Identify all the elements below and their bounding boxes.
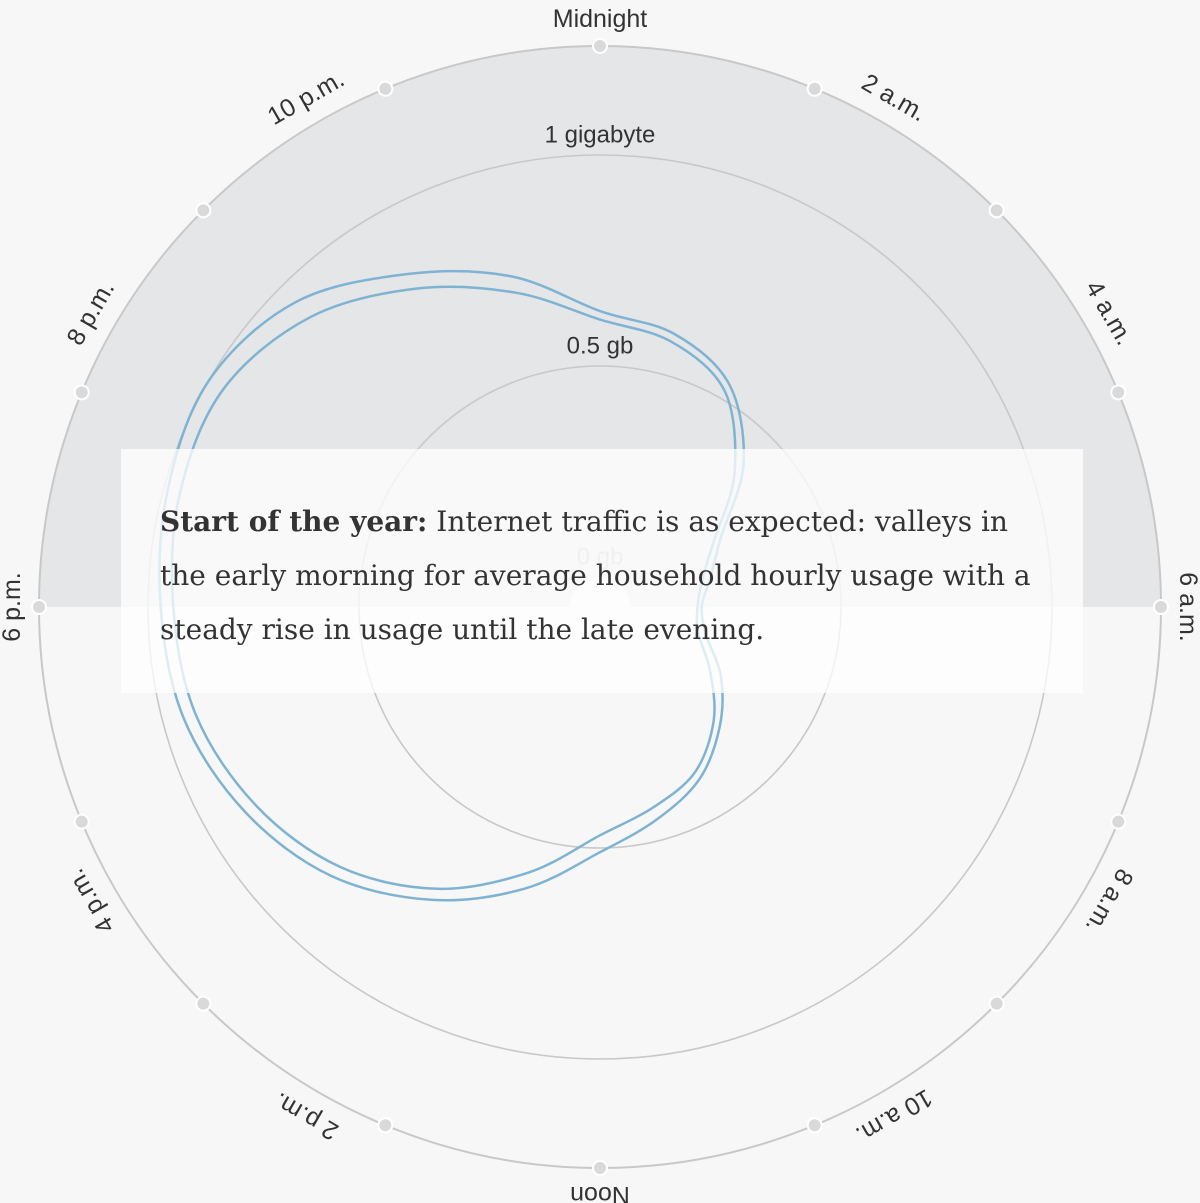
hour-label-2-p-m: 2 p.m.	[269, 1087, 343, 1146]
hour-dot	[377, 1117, 394, 1134]
hour-dot	[1110, 384, 1127, 401]
hour-dot	[377, 80, 394, 97]
hour-dot	[73, 813, 90, 830]
hour-dot	[592, 1160, 608, 1176]
annotation-bold: Start of the year:	[160, 505, 428, 538]
hour-dot	[1153, 599, 1169, 615]
hour-label-midnight: Midnight	[553, 5, 648, 33]
hour-dot	[988, 995, 1005, 1012]
hour-dot	[806, 80, 823, 97]
annotation-box: Start of the year: Internet traffic is a…	[121, 449, 1083, 693]
annotation-text: Internet traffic is as expected: valleys…	[160, 505, 1031, 646]
hour-dot	[73, 384, 90, 401]
hour-label-6-p-m: 6 p.m.	[0, 572, 26, 641]
radial-tick-label-0-5: 0.5 gb	[567, 333, 634, 360]
hour-dot	[806, 1117, 823, 1134]
hour-dot	[1110, 813, 1127, 830]
hour-label-10-a-m: 10 a.m.	[851, 1083, 937, 1149]
radial-tick-label-1: 1 gigabyte	[545, 122, 656, 149]
hour-dot	[195, 202, 212, 219]
hour-dot	[988, 202, 1005, 219]
hour-dot	[31, 599, 47, 615]
hour-label-8-a-m: 8 a.m.	[1080, 864, 1139, 938]
hour-dot	[195, 995, 212, 1012]
hour-label-4-p-m: 4 p.m.	[61, 864, 120, 938]
hour-label-noon: Noon	[570, 1181, 630, 1203]
hour-label-6-a-m: 6 a.m.	[1174, 572, 1200, 641]
hour-dot	[592, 38, 608, 54]
